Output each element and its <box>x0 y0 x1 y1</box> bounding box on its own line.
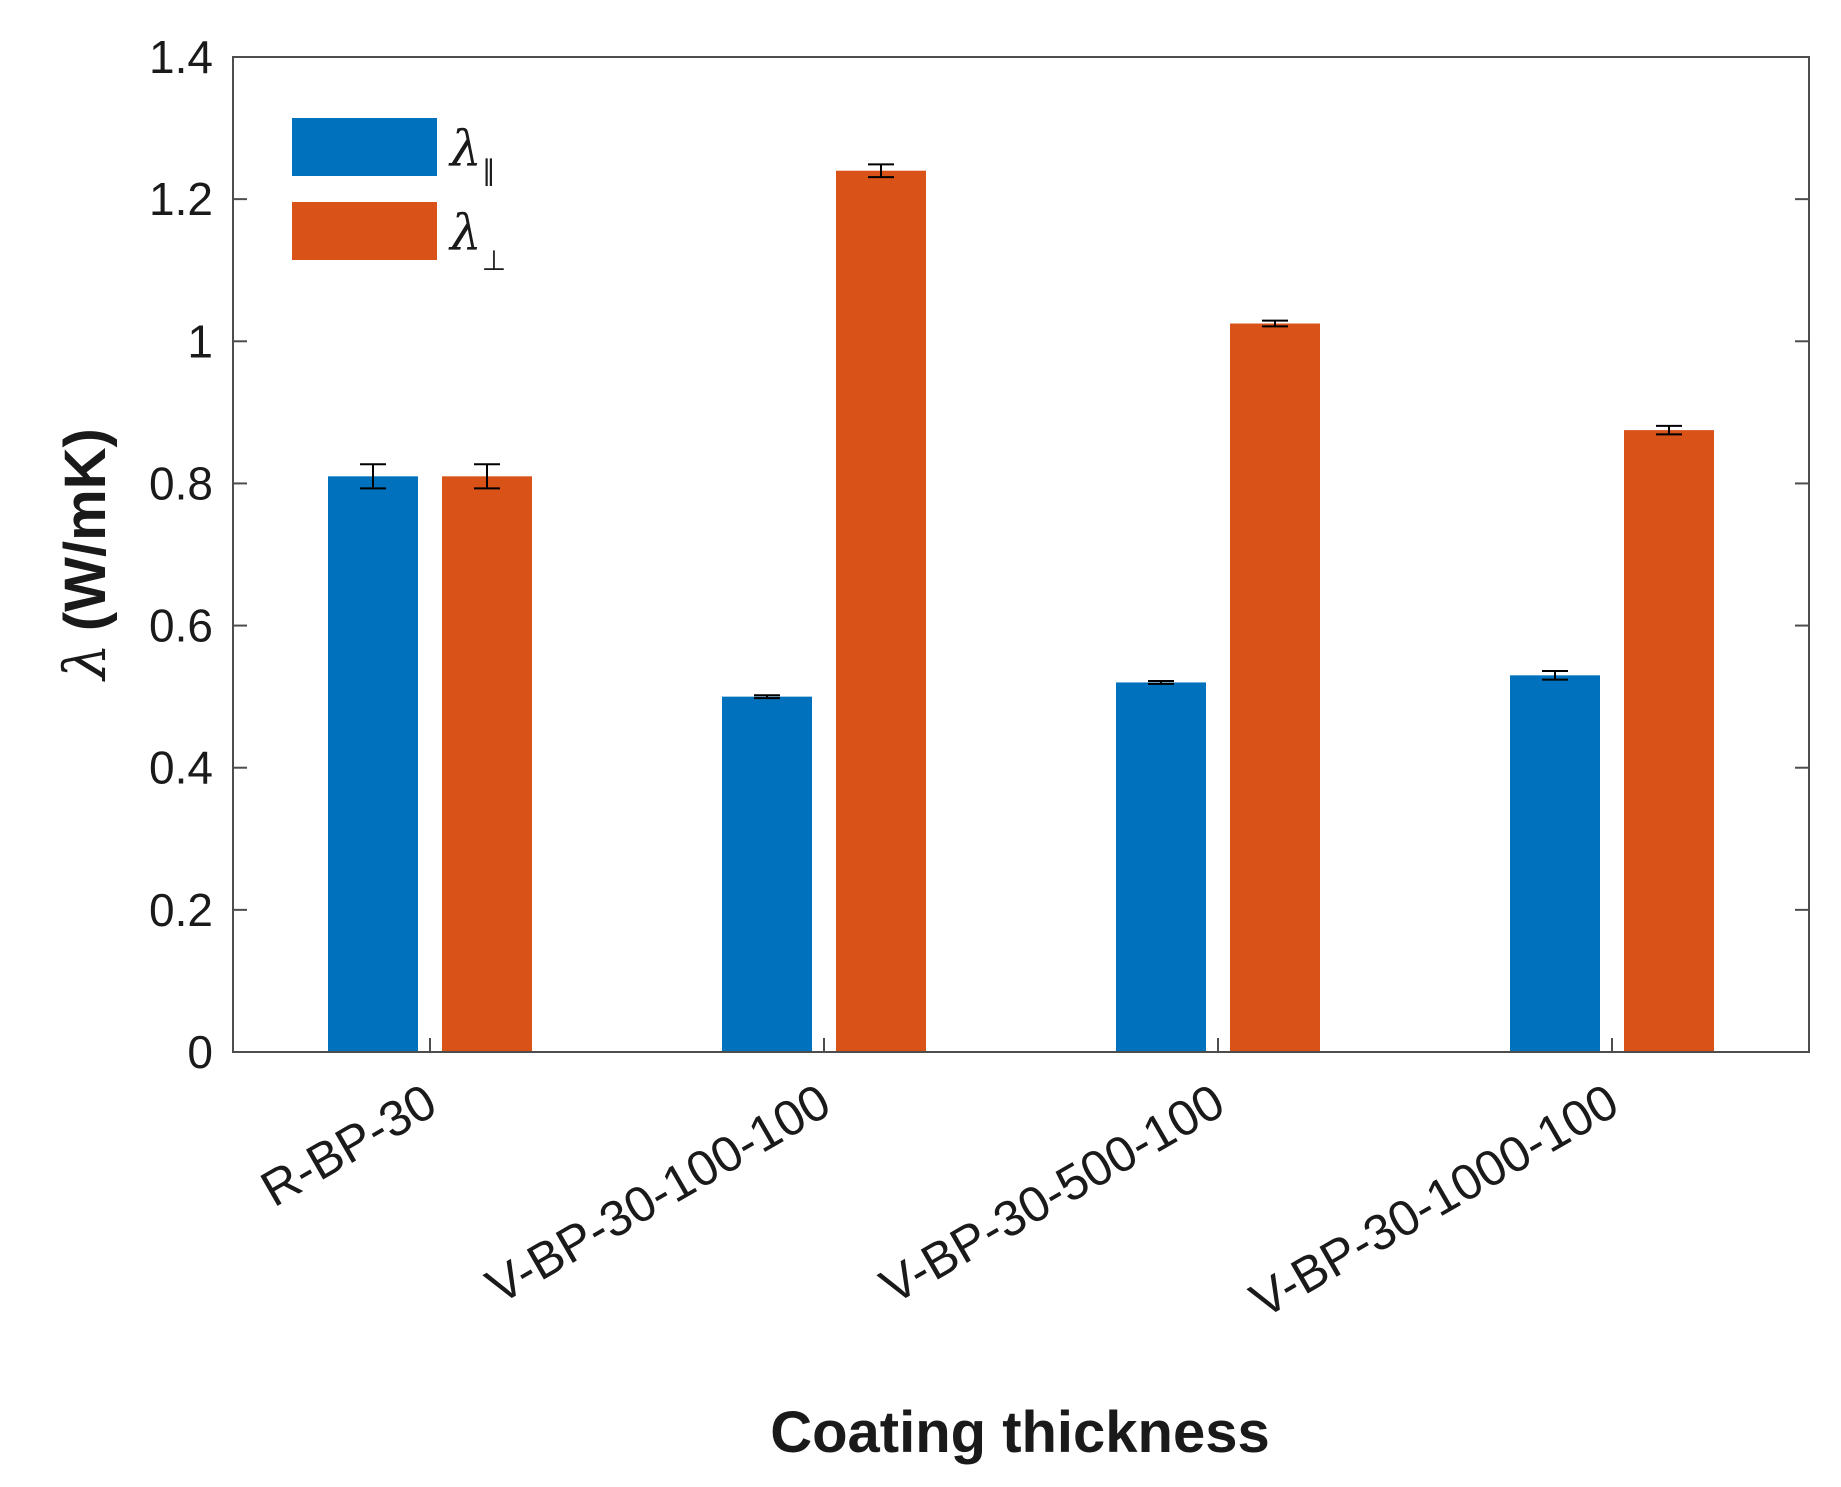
x-category-label: V-BP-30-1000-100 <box>1241 1073 1628 1329</box>
y-axis-title-unit: (W/mK) <box>53 428 118 631</box>
bars-layer <box>328 170 1714 1053</box>
y-tick-label: 1 <box>187 315 213 367</box>
bar-parallel <box>1116 682 1206 1052</box>
y-tick-label: 0.8 <box>149 457 213 509</box>
x-axis: R-BP-30 V-BP-30-100-100 V-BP-30-500-100 V-B… <box>251 1038 1628 1329</box>
y-tick-label: 1.4 <box>149 31 213 83</box>
legend-label-parallel: λ∥ <box>448 120 496 187</box>
y-tick-label: 0.2 <box>149 884 213 936</box>
legend-swatch-parallel <box>292 118 437 176</box>
bar-perpendicular <box>442 476 532 1053</box>
y-tick-label: 1.2 <box>149 173 213 225</box>
legend: λ∥ λ⊥ <box>292 118 506 277</box>
plot-area-frame <box>232 56 1810 1053</box>
bar-perpendicular <box>1624 430 1714 1052</box>
y-axis: 0 0.2 0.4 0.6 0.8 1 1.2 1.4 <box>149 31 1809 1078</box>
y-axis-title-symbol: λ <box>51 643 119 682</box>
y-axis-title: λ (W/mK) <box>51 428 119 682</box>
x-category-label: R-BP-30 <box>251 1073 445 1217</box>
errorbars-layer <box>360 163 1682 700</box>
bar-parallel <box>1510 675 1600 1052</box>
x-category-label: V-BP-30-100-100 <box>477 1073 840 1315</box>
y-tick-label: 0.6 <box>149 600 213 652</box>
bar-perpendicular <box>836 170 926 1052</box>
x-category-label: V-BP-30-500-100 <box>871 1073 1234 1315</box>
y-tick-label: 0.4 <box>149 742 213 794</box>
bar-parallel <box>328 476 418 1053</box>
legend-swatch-perpendicular <box>292 202 437 260</box>
bar-parallel <box>722 696 812 1052</box>
y-tick-label: 0 <box>187 1026 213 1078</box>
bar-perpendicular <box>1230 323 1320 1053</box>
legend-label-perpendicular: λ⊥ <box>448 204 506 277</box>
x-axis-title: Coating thickness <box>770 1400 1270 1465</box>
